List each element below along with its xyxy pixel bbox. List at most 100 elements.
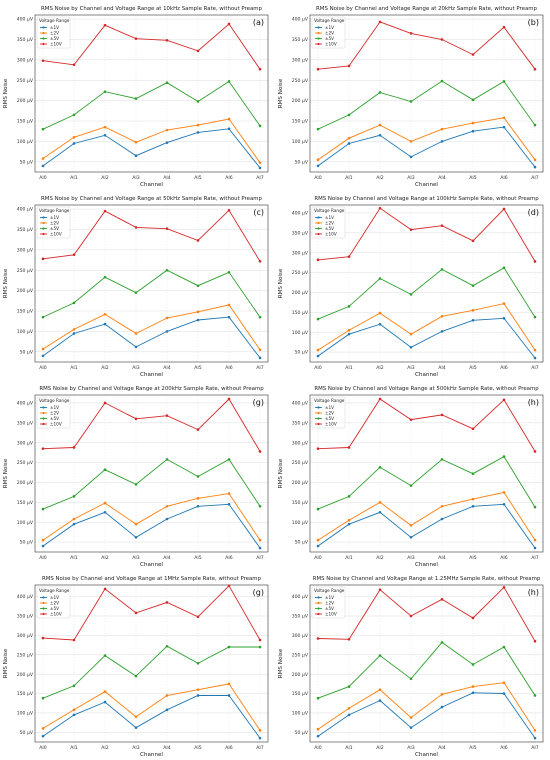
legend-title: Voltage Range xyxy=(314,208,345,213)
x-tick-label: AI3 xyxy=(407,365,414,371)
legend-label: ±2V xyxy=(50,411,59,416)
data-point-pm5v xyxy=(227,80,231,83)
series-line-pm5v xyxy=(317,267,536,320)
data-point-pm10v xyxy=(316,637,320,640)
data-point-pm5v xyxy=(533,315,537,319)
data-point-pm5v xyxy=(440,79,444,83)
x-tick-label: AI6 xyxy=(500,555,507,561)
data-point-pm10v xyxy=(409,418,413,421)
data-point-pm1v xyxy=(347,142,351,145)
y-tick-label: 50 μV xyxy=(295,730,309,736)
data-point-pm1v xyxy=(378,510,382,514)
data-point-pm5v xyxy=(72,113,76,117)
legend-title: Voltage Range xyxy=(314,588,345,593)
legend-marker-pm1v xyxy=(317,596,320,599)
legend-title: Voltage Range xyxy=(39,208,70,213)
y-tick-label: 250 μV xyxy=(292,270,309,276)
x-tick-label: AI0 xyxy=(314,745,321,751)
x-axis-label: Channel xyxy=(415,182,438,188)
data-point-pm1v xyxy=(471,504,475,508)
x-tick-label: AI5 xyxy=(469,555,476,561)
data-point-pm1v xyxy=(41,544,45,548)
data-point-pm5v xyxy=(72,495,76,498)
data-point-pm1v xyxy=(440,330,444,333)
y-tick-label: 350 μV xyxy=(292,37,309,43)
data-point-pm5v xyxy=(134,483,138,486)
data-point-pm2v xyxy=(347,328,351,332)
legend-label: ±10V xyxy=(50,232,62,237)
x-tick-label: AI7 xyxy=(531,175,538,181)
data-point-pm2v xyxy=(103,501,107,505)
data-point-pm2v xyxy=(134,522,138,526)
data-point-pm2v xyxy=(502,681,506,684)
data-point-pm1v xyxy=(134,535,138,539)
data-point-pm5v xyxy=(440,268,444,271)
data-point-pm10v xyxy=(72,638,76,642)
legend-marker-pm10v xyxy=(317,612,320,616)
x-tick-label: AI2 xyxy=(101,175,108,181)
chart-title: RMS Noise by Channel and Voltage Range a… xyxy=(313,576,541,582)
legend-label: ±1V xyxy=(50,215,59,220)
x-tick-label: AI4 xyxy=(163,745,170,751)
data-point-pm1v xyxy=(440,140,444,143)
legend-box xyxy=(311,16,346,49)
x-tick-label: AI3 xyxy=(132,555,139,561)
legend-marker-pm2v xyxy=(317,411,320,415)
y-tick-label: 300 μV xyxy=(292,633,309,639)
series-line-pm10v xyxy=(317,207,536,262)
data-point-pm10v xyxy=(502,207,506,211)
data-point-pm10v xyxy=(440,598,444,601)
data-point-pm2v xyxy=(41,727,45,730)
chart-panel-200khz: RMS Noise by Channel and Voltage Range a… xyxy=(0,380,275,570)
data-point-pm10v xyxy=(103,401,107,405)
x-tick-label: AI3 xyxy=(132,745,139,751)
y-tick-label: 300 μV xyxy=(17,633,34,639)
data-point-pm10v xyxy=(316,67,320,71)
chart-svg: RMS Noise by Channel and Voltage Range a… xyxy=(3,196,269,378)
series-line-pm1v xyxy=(317,317,536,359)
data-point-pm1v xyxy=(134,154,138,157)
data-point-pm2v xyxy=(471,121,475,125)
legend-label: ±1V xyxy=(325,215,334,220)
data-point-pm10v xyxy=(409,614,413,618)
data-point-pm2v xyxy=(196,123,200,127)
data-point-pm5v xyxy=(471,663,475,666)
series-line-pm10v xyxy=(317,586,536,642)
data-point-pm10v xyxy=(72,63,76,67)
x-tick-label: AI5 xyxy=(194,365,201,371)
data-point-pm1v xyxy=(165,517,169,521)
chart-panel-1mhz: RMS Noise by Channel and Voltage Range a… xyxy=(0,570,275,760)
x-tick-label: AI6 xyxy=(500,365,507,371)
panel-letter: (a) xyxy=(253,18,264,27)
x-tick-label: AI0 xyxy=(39,365,46,371)
data-point-pm2v xyxy=(347,706,351,710)
y-tick-label: 250 μV xyxy=(292,652,309,658)
x-tick-label: AI7 xyxy=(531,555,538,561)
y-tick-label: 200 μV xyxy=(292,290,309,296)
data-point-pm10v xyxy=(502,398,506,402)
data-point-pm1v xyxy=(165,708,169,712)
panel-letter: (h) xyxy=(528,398,539,407)
data-point-pm10v xyxy=(258,67,262,71)
data-point-pm5v xyxy=(378,91,382,94)
legend: Voltage Range ±1V±2V±5V±10V xyxy=(311,16,346,49)
y-tick-label: 150 μV xyxy=(292,119,309,125)
x-tick-label: AI2 xyxy=(101,555,108,561)
legend-box xyxy=(36,16,71,49)
legend-marker-pm1v xyxy=(42,26,45,29)
data-point-pm2v xyxy=(533,158,537,162)
data-point-pm1v xyxy=(103,510,107,514)
legend: Voltage Range ±1V±2V±5V±10V xyxy=(311,396,346,429)
data-point-pm5v xyxy=(103,275,107,279)
data-point-pm10v xyxy=(41,447,45,450)
series-line-pm2v xyxy=(42,493,261,541)
x-tick-label: AI7 xyxy=(531,365,538,371)
chart-panel-20khz: RMS Noise by Channel and Voltage Range a… xyxy=(275,0,550,190)
data-point-pm5v xyxy=(502,645,506,649)
legend-label: ±2V xyxy=(50,601,59,606)
panel-letter: (c) xyxy=(253,208,264,217)
chart-svg: RMS Noise by Channel and Voltage Range a… xyxy=(278,6,544,188)
y-tick-label: 400 μV xyxy=(292,211,309,217)
legend: Voltage Range ±1V±2V±5V±10V xyxy=(36,16,71,49)
data-point-pm2v xyxy=(533,348,537,352)
